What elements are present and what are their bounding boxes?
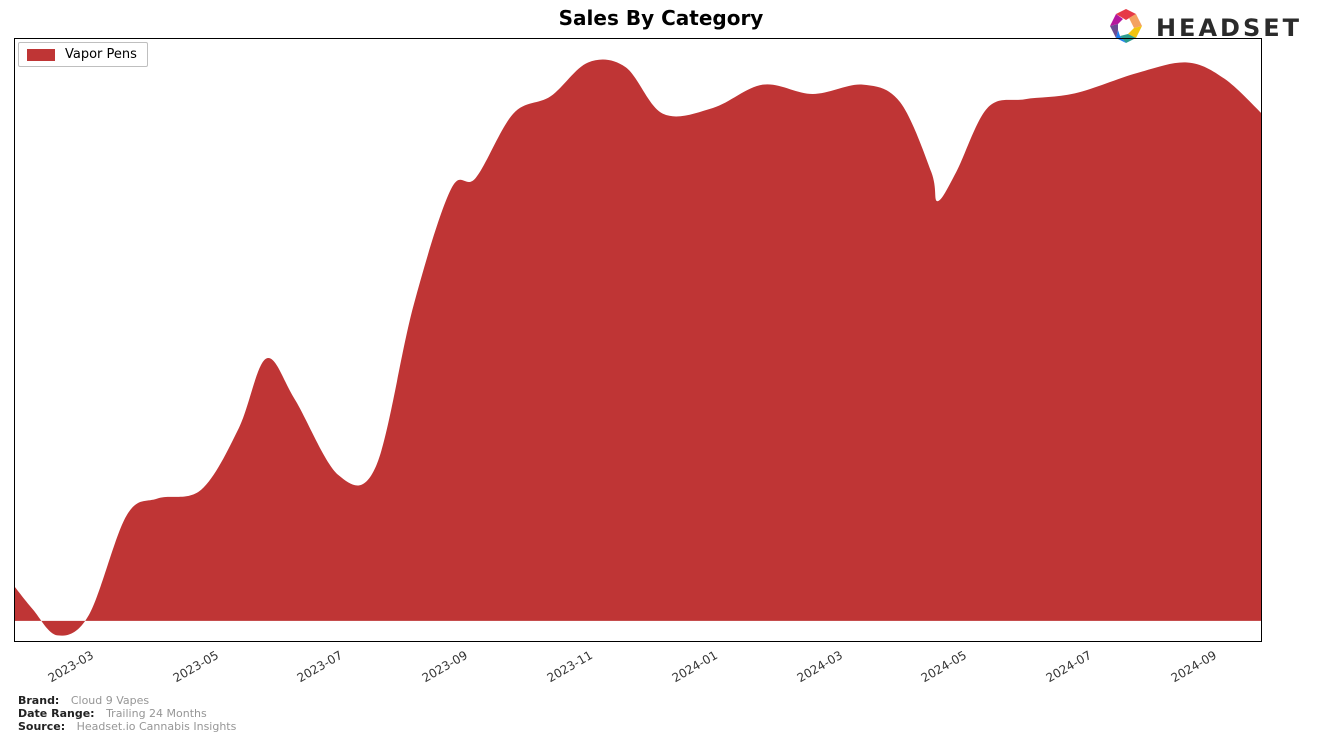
x-tick-label: 2024-01 <box>669 648 719 685</box>
x-tick-label: 2024-05 <box>919 648 969 685</box>
x-tick-label: 2023-07 <box>295 648 345 685</box>
footer-label: Source: <box>18 720 65 733</box>
footer-value: Trailing 24 Months <box>98 707 207 720</box>
footer-label: Brand: <box>18 694 59 707</box>
series-area-vapor-pens <box>14 60 1262 636</box>
footer-row-date-range: Date Range: Trailing 24 Months <box>18 707 236 720</box>
legend-swatch <box>27 49 55 61</box>
footer-row-brand: Brand: Cloud 9 Vapes <box>18 694 236 707</box>
footer-value: Cloud 9 Vapes <box>63 694 149 707</box>
x-tick-label: 2024-07 <box>1044 648 1094 685</box>
x-tick-label: 2023-09 <box>420 648 470 685</box>
x-tick-label: 2023-11 <box>545 648 595 685</box>
figure: { "canvas": { "width": 1322, "height": 7… <box>0 0 1322 746</box>
x-tick-label: 2023-05 <box>170 648 220 685</box>
x-tick-label: 2024-03 <box>794 648 844 685</box>
footer-row-source: Source: Headset.io Cannabis Insights <box>18 720 236 733</box>
legend-label: Vapor Pens <box>65 47 137 62</box>
chart-footer: Brand: Cloud 9 Vapes Date Range: Trailin… <box>18 694 236 733</box>
x-tick-label: 2024-09 <box>1169 648 1219 685</box>
footer-value: Headset.io Cannabis Insights <box>69 720 237 733</box>
area-chart-svg <box>14 38 1262 642</box>
x-tick-label: 2023-03 <box>45 648 95 685</box>
chart-legend: Vapor Pens <box>18 42 148 67</box>
footer-label: Date Range: <box>18 707 95 720</box>
